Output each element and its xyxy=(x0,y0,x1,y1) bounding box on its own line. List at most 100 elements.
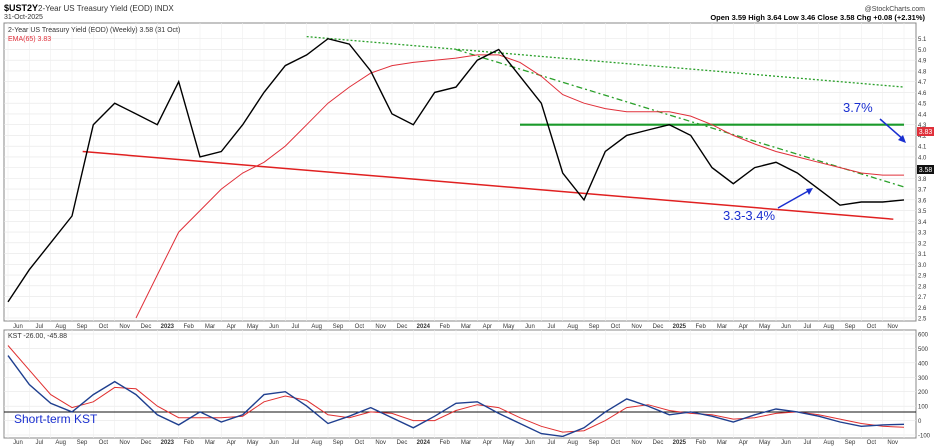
kst-x-tick-label: 2025 xyxy=(673,440,687,446)
price-tick-label: 3.7 xyxy=(918,188,927,194)
target-lower-label: 3.3-3.4% xyxy=(723,208,775,223)
price-x-tick-label: Dec xyxy=(653,324,664,330)
price-x-tick-label: Nov xyxy=(631,324,642,330)
kst-x-tick-label: Nov xyxy=(631,440,642,446)
kst-signal-line xyxy=(7,345,905,433)
price-x-tick-label: Feb xyxy=(695,324,706,330)
price-x-tick-label: Mar xyxy=(205,324,215,330)
price-x-tick-label: Aug xyxy=(567,324,578,330)
chart-description: 2-Year US Treasury Yield (EOD) INDX xyxy=(38,4,174,13)
price-x-tick-label: Oct xyxy=(99,324,109,330)
kst-x-tick-label: Nov xyxy=(119,440,130,446)
chart-date: 31-Oct-2025 xyxy=(4,14,43,21)
kst-x-tick-label: Sep xyxy=(77,440,88,446)
price-x-tick-label: Jul xyxy=(803,324,811,330)
price-x-tick-label: Sep xyxy=(333,324,344,330)
price-tick-label: 2.8 xyxy=(918,284,927,290)
kst-x-tick-label: Dec xyxy=(397,440,408,446)
kst-x-tick-label: Jun xyxy=(13,440,23,446)
price-tick-label: 4.9 xyxy=(918,59,927,65)
kst-panel xyxy=(3,329,917,439)
price-tick-label: 4.7 xyxy=(918,80,927,86)
kst-x-tick-label: May xyxy=(503,440,514,446)
price-tick-label: 4.3 xyxy=(918,123,927,129)
price-x-tick-label: Jul xyxy=(547,324,555,330)
kst-x-tick-label: Oct xyxy=(611,440,621,446)
price-x-tick-label: Jun xyxy=(781,324,791,330)
kst-x-tick-label: Jul xyxy=(291,440,299,446)
price-panel xyxy=(3,22,917,322)
price-x-tick-label: Sep xyxy=(845,324,856,330)
kst-x-tick-label: Mar xyxy=(717,440,727,446)
kst-x-tick-label: Feb xyxy=(695,440,706,446)
price-tick-label: 5.1 xyxy=(918,37,927,43)
kst-x-tick-label: Apr xyxy=(739,440,748,446)
close-badge-text: 3.58 xyxy=(919,167,933,174)
kst-x-tick-label: Jul xyxy=(35,440,43,446)
kst-x-tick-label: Jun xyxy=(269,440,279,446)
price-x-tick-label: Oct xyxy=(611,324,621,330)
price-x-tick-label: Mar xyxy=(461,324,471,330)
ema-line xyxy=(135,54,904,319)
price-x-tick-label: Jun xyxy=(525,324,535,330)
price-x-tick-label: 2024 xyxy=(417,324,431,330)
kst-x-tick-label: Jul xyxy=(547,440,555,446)
price-legend: 2-Year US Treasury Yield (EOD) (Weekly) … xyxy=(8,27,180,34)
kst-annotation: Short-term KST xyxy=(14,412,98,426)
kst-x-tick-label: Aug xyxy=(311,440,322,446)
price-x-tick-label: Aug xyxy=(823,324,834,330)
price-x-tick-label: Oct xyxy=(355,324,365,330)
price-x-tick-label: 2025 xyxy=(673,324,687,330)
price-tick-label: 2.6 xyxy=(918,306,927,312)
ticker-symbol: $UST2Y xyxy=(4,3,38,13)
price-tick-label: 2.7 xyxy=(918,295,927,301)
price-tick-label: 4.6 xyxy=(918,91,927,97)
price-x-tick-label: Apr xyxy=(739,324,748,330)
quote-line: Open 3.59 High 3.64 Low 3.46 Close 3.58 … xyxy=(710,13,925,22)
kst-tick-label: 600 xyxy=(918,333,929,339)
target-upper-label: 3.7% xyxy=(843,100,873,115)
kst-x-tick-label: Jun xyxy=(781,440,791,446)
kst-legend: KST -26.00, -45.88 xyxy=(8,333,67,340)
target-lower-arrow xyxy=(777,189,811,209)
kst-x-tick-label: Aug xyxy=(55,440,66,446)
kst-tick-label: 200 xyxy=(918,390,929,396)
kst-x-tick-label: Sep xyxy=(845,440,856,446)
price-x-tick-label: May xyxy=(247,324,258,330)
kst-tick-label: 100 xyxy=(918,405,929,411)
kst-x-axis: Jun Jul Aug Sep Oct Nov Dec 2023 Feb Mar Apr May Jun… xyxy=(13,440,898,446)
price-x-tick-label: May xyxy=(503,324,514,330)
kst-tick-label: 400 xyxy=(918,361,929,367)
kst-tick-label: 300 xyxy=(918,376,929,382)
kst-x-tick-label: Mar xyxy=(205,440,215,446)
kst-x-tick-label: Sep xyxy=(589,440,600,446)
kst-tick-label: -100 xyxy=(918,434,931,440)
price-x-tick-label: Dec xyxy=(397,324,408,330)
kst-axis-ticks: -100 0 100 200 300 400 500 600 xyxy=(918,333,931,440)
price-x-tick-label: Jun xyxy=(13,324,23,330)
kst-x-tick-label: Aug xyxy=(567,440,578,446)
kst-x-tick-label: 2024 xyxy=(417,440,431,446)
ema-badge-text: 3.83 xyxy=(919,129,933,136)
price-x-tick-label: Dec xyxy=(141,324,152,330)
price-tick-label: 5.0 xyxy=(918,48,927,54)
price-tick-label: 3.0 xyxy=(918,263,927,269)
price-tick-label: 3.4 xyxy=(918,220,927,226)
kst-x-tick-label: May xyxy=(759,440,770,446)
price-x-tick-label: Apr xyxy=(227,324,236,330)
price-tick-label: 3.1 xyxy=(918,252,927,258)
price-x-tick-label: Aug xyxy=(55,324,66,330)
price-x-tick-label: Nov xyxy=(375,324,386,330)
price-x-tick-label: Nov xyxy=(119,324,130,330)
price-tick-label: 2.5 xyxy=(918,317,927,323)
kst-x-tick-label: Sep xyxy=(333,440,344,446)
price-x-tick-label: Oct xyxy=(867,324,877,330)
kst-x-tick-label: Nov xyxy=(887,440,898,446)
kst-x-tick-label: Apr xyxy=(227,440,236,446)
target-upper-arrow xyxy=(879,118,905,141)
kst-x-tick-label: Nov xyxy=(375,440,386,446)
price-tick-label: 2.9 xyxy=(918,274,927,280)
source-watermark: @StockCharts.com xyxy=(865,6,926,13)
price-x-tick-label: Jul xyxy=(35,324,43,330)
